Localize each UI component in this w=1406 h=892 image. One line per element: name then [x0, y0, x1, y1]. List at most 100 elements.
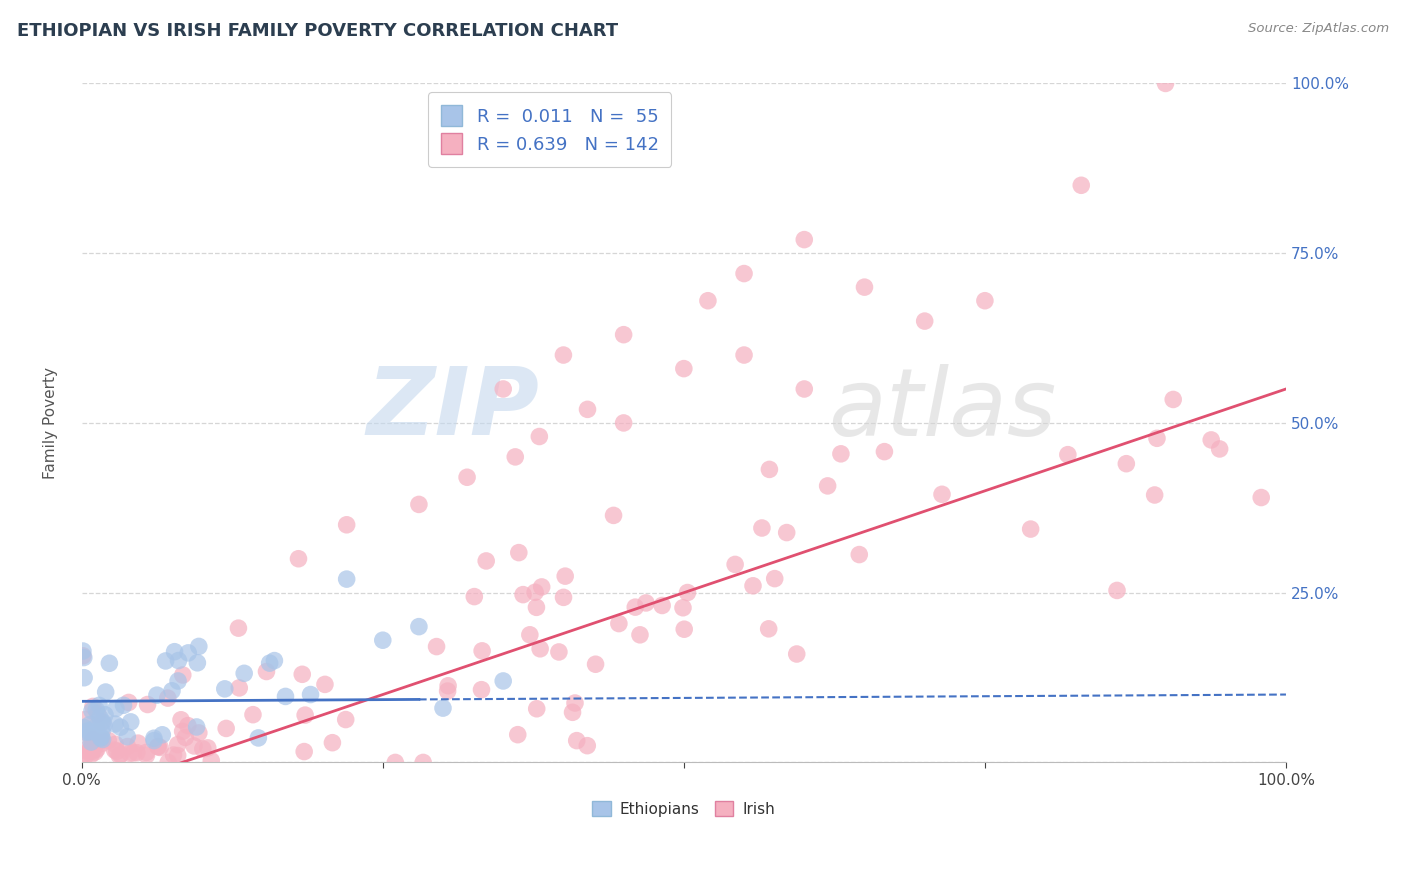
Point — [148, 739, 170, 754]
Point — [91, 732, 114, 747]
Point — [135, 748, 157, 763]
Point — [110, 747, 132, 762]
Point — [628, 628, 651, 642]
Point — [233, 666, 256, 681]
Point — [73, 671, 96, 685]
Point — [576, 402, 599, 417]
Point — [548, 645, 571, 659]
Point — [143, 733, 166, 747]
Point — [673, 622, 696, 636]
Point — [602, 508, 624, 523]
Point — [142, 731, 165, 746]
Point — [1199, 433, 1222, 447]
Point — [73, 650, 96, 665]
Point — [84, 745, 107, 759]
Point — [80, 747, 103, 762]
Point — [437, 679, 460, 693]
Point — [118, 695, 141, 709]
Point — [733, 267, 755, 281]
Point — [155, 654, 177, 668]
Point — [408, 620, 430, 634]
Legend: Ethiopians, Irish: Ethiopians, Irish — [586, 795, 782, 822]
Point — [503, 450, 526, 464]
Point — [79, 742, 101, 756]
Point — [931, 487, 953, 501]
Point — [170, 713, 193, 727]
Point — [1070, 178, 1092, 193]
Point — [512, 588, 534, 602]
Point — [167, 673, 190, 688]
Point — [294, 708, 316, 723]
Point — [86, 706, 108, 721]
Point — [1250, 491, 1272, 505]
Point — [174, 731, 197, 745]
Point — [456, 470, 478, 484]
Point — [697, 293, 720, 308]
Point — [72, 644, 94, 658]
Point — [73, 747, 96, 761]
Point — [607, 616, 630, 631]
Point — [299, 688, 322, 702]
Point — [98, 657, 121, 671]
Point — [118, 747, 141, 761]
Point — [336, 572, 359, 586]
Point — [87, 698, 110, 713]
Point — [82, 739, 104, 754]
Point — [1146, 431, 1168, 445]
Point — [197, 740, 219, 755]
Point — [256, 665, 278, 679]
Point — [90, 733, 112, 747]
Point — [554, 569, 576, 583]
Point — [105, 744, 128, 758]
Point — [470, 682, 492, 697]
Point — [613, 327, 636, 342]
Point — [146, 739, 169, 754]
Point — [526, 702, 548, 716]
Text: Source: ZipAtlas.com: Source: ZipAtlas.com — [1249, 22, 1389, 36]
Point — [79, 730, 101, 744]
Point — [873, 444, 896, 458]
Point — [292, 745, 315, 759]
Point — [84, 703, 107, 717]
Point — [613, 416, 636, 430]
Point — [492, 382, 515, 396]
Point — [73, 721, 96, 735]
Point — [163, 645, 186, 659]
Point — [228, 681, 250, 695]
Point — [676, 585, 699, 599]
Point — [228, 621, 250, 635]
Point — [672, 361, 695, 376]
Point — [274, 690, 297, 704]
Point — [122, 746, 145, 760]
Point — [848, 548, 870, 562]
Point — [72, 648, 94, 663]
Point — [177, 718, 200, 732]
Point — [91, 714, 114, 729]
Point — [215, 722, 238, 736]
Point — [529, 641, 551, 656]
Point — [177, 646, 200, 660]
Point — [733, 348, 755, 362]
Text: atlas: atlas — [828, 364, 1056, 455]
Point — [214, 681, 236, 696]
Point — [166, 738, 188, 752]
Point — [146, 688, 169, 702]
Point — [82, 733, 104, 747]
Point — [565, 733, 588, 747]
Point — [519, 628, 541, 642]
Point — [1161, 392, 1184, 407]
Point — [817, 479, 839, 493]
Point — [793, 382, 815, 396]
Y-axis label: Family Poverty: Family Poverty — [44, 367, 58, 479]
Point — [186, 720, 208, 734]
Point — [91, 724, 114, 739]
Point — [84, 721, 107, 735]
Point — [506, 728, 529, 742]
Point — [149, 740, 172, 755]
Point — [167, 654, 190, 668]
Point — [127, 736, 149, 750]
Point — [1057, 448, 1080, 462]
Point — [172, 668, 194, 682]
Point — [117, 739, 139, 754]
Point — [104, 701, 127, 715]
